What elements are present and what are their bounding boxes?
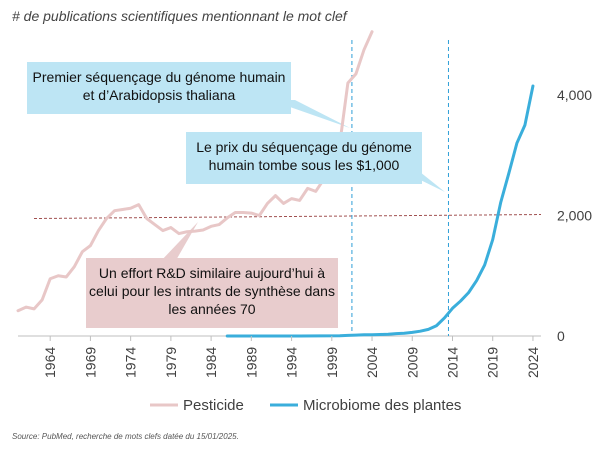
y-tick-label-2: 4,000 [557,87,592,103]
annotation-rd: Un effort R&D similaire aujourd’hui à ce… [86,258,338,328]
x-tick-label-4: 1984 [203,347,219,378]
x-tick-label-1: 1969 [82,347,98,378]
annotation-genome-text: Premier séquençage du génome humain et d… [32,69,286,103]
x-tick-label-9: 2009 [404,347,420,378]
y-tick-label-1: 2,000 [557,208,592,224]
x-tick-label-8: 2004 [364,347,380,378]
reference-line [33,214,542,220]
legend-label-0: Pesticide [183,397,244,414]
x-tick-label-3: 1979 [163,347,179,378]
x-tick-label-11: 2019 [485,347,501,378]
x-tick-label-0: 1964 [42,347,58,378]
legend-label-1: Microbiome des plantes [303,397,461,414]
annotation-price: Le prix du séquençage du génome humain t… [186,132,422,184]
chart-title: # de publications scientifiques mentionn… [12,8,347,24]
x-tick-label-7: 1999 [324,347,340,378]
x-tick-label-10: 2014 [444,347,460,378]
series-line-1 [225,84,535,338]
annotation-price-text: Le prix du séquençage du génome humain t… [196,139,412,173]
x-tick-label-6: 1994 [284,347,300,378]
annotation-rd-text: Un effort R&D similaire aujourd’hui à ce… [89,265,335,317]
x-tick-label-5: 1989 [243,347,259,378]
y-tick-label-0: 0 [557,328,565,344]
x-tick-label-12: 2024 [525,347,541,378]
annotation-genome: Premier séquençage du génome humain et d… [27,62,291,114]
x-tick-label-2: 1974 [123,347,139,378]
series-line-0 [16,30,374,313]
source-note: Source: PubMed, recherche de mots clefs … [12,432,239,441]
